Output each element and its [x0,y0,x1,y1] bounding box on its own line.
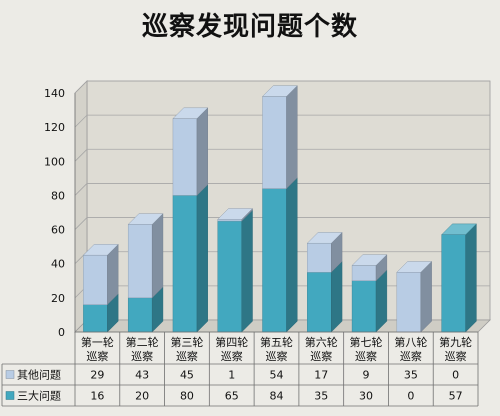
bar-segment-other [396,272,422,333]
x-category-label: 巡察 [86,349,108,363]
bar-segment-other-top [217,208,254,220]
data-table-value: 35 [314,390,328,403]
bar-segment-other-top [262,85,298,97]
y-tick-label: 40 [51,258,65,271]
x-category-label: 巡察 [400,349,422,363]
bar-segment-major-top [441,223,477,235]
legend-swatch [5,391,15,400]
x-category-label: 巡察 [221,349,243,363]
bar-segment-other [307,243,332,273]
y-tick-label: 20 [51,292,65,305]
bar-segment-major-side [331,260,343,333]
y-tick-label: 120 [44,121,65,134]
x-category-label: 第五轮 [260,335,293,349]
x-category-label: 第八轮 [394,335,427,349]
data-table-value: 1 [228,369,235,382]
bar-segment-major [351,280,377,333]
data-table-value: 80 [180,390,194,403]
data-table-value: 54 [270,369,284,382]
gridline [74,80,490,94]
bar-segment-major-side [286,177,298,333]
x-category-label: 第七轮 [350,335,383,349]
bar-segment-other [262,96,287,189]
x-category-label: 巡察 [445,349,467,363]
bar-segment-major [83,304,108,333]
bar-segment-major [441,234,466,333]
bar-segment-other-top [172,107,209,119]
bar-segment-major [127,297,153,333]
x-category-label: 第九轮 [439,335,472,349]
bar-segment-other [172,118,198,196]
chart-title: 巡察发现问题个数 [141,12,358,42]
data-table-value: 84 [270,390,284,403]
bar-segment-other-top [82,244,119,256]
x-category-label: 第二轮 [126,335,159,349]
y-tick-label: 140 [44,87,65,100]
bar-segment-other-top [396,261,433,273]
x-category-label: 第四轮 [215,335,248,349]
x-category-label: 巡察 [310,349,332,363]
data-table-value: 0 [452,369,459,382]
bar-segment-major [172,195,198,333]
bar-segment-major-side [465,223,477,333]
legend-swatch [5,370,15,379]
bar-segment-major-side [196,184,208,333]
gridline [74,114,490,128]
bar-segment-other-top [351,254,388,266]
data-table-value: 57 [449,390,463,403]
x-category-label: 巡察 [176,349,198,363]
y-tick-label: 80 [51,189,65,202]
data-table-value: 43 [135,369,149,382]
x-category-label: 巡察 [266,349,288,363]
bar-segment-major [217,220,242,333]
data-table-value: 30 [359,390,373,403]
data-table-value: 20 [135,390,149,403]
bar-segment-other [351,265,377,281]
bar-segment-major [307,272,332,333]
data-table-value: 45 [180,369,194,382]
bar-segment-other-side [196,107,208,196]
bar-segment-major-side [241,209,253,333]
legend-label: 三大问题 [17,389,61,403]
bar-segment-other [217,219,242,222]
bar-segment-other [83,254,108,305]
data-table-value: 17 [314,369,328,382]
y-tick-label: 60 [51,224,65,237]
legend-label: 其他问题 [17,369,61,382]
bar-segment-other-side [151,213,164,299]
x-category-label: 第一轮 [81,335,114,349]
data-table-value: 0 [407,390,414,403]
x-category-label: 第六轮 [305,335,338,349]
data-table-value: 16 [90,390,104,403]
gridline [74,217,490,230]
x-category-label: 第三轮 [170,335,203,349]
bar-segment-other-side [420,260,432,333]
y-tick-label: 100 [44,155,65,168]
x-category-label: 巡察 [355,349,377,363]
gridline [74,183,490,196]
bar-segment-other-top [127,213,164,225]
gridline [74,148,490,162]
data-table-value: 35 [404,369,418,382]
bar-segment-other-side [286,85,298,190]
bar-segment-major [262,188,287,333]
data-table-value: 9 [363,369,370,382]
data-table-value: 29 [90,369,104,382]
x-category-label: 巡察 [131,349,153,363]
data-table-value: 65 [225,390,239,403]
bar-segment-other [127,224,153,299]
bar-segment-other-top [306,232,343,244]
y-tick-label: 0 [58,326,65,339]
